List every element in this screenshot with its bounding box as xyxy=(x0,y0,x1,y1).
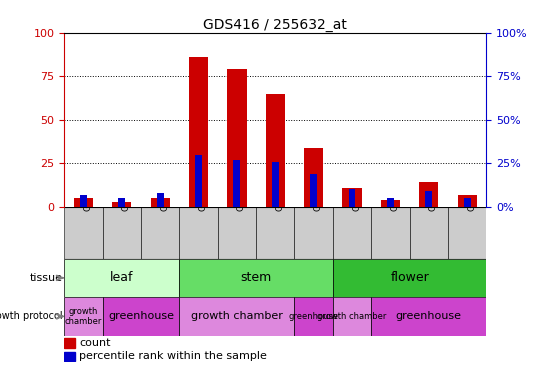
Text: growth
chamber: growth chamber xyxy=(65,307,102,326)
Bar xyxy=(64,207,103,259)
Text: GSM9226: GSM9226 xyxy=(198,168,207,211)
Bar xyxy=(371,297,486,336)
Bar xyxy=(343,188,362,207)
Bar xyxy=(381,200,400,207)
Bar xyxy=(349,190,356,207)
Text: GSM9224: GSM9224 xyxy=(122,168,131,211)
Bar xyxy=(64,338,75,348)
Bar xyxy=(333,297,371,336)
Bar xyxy=(272,162,279,207)
Bar xyxy=(141,207,179,259)
Bar xyxy=(266,94,285,207)
Bar xyxy=(103,297,179,336)
Text: GSM9225: GSM9225 xyxy=(160,168,169,211)
Bar xyxy=(179,207,218,259)
Bar xyxy=(448,207,486,259)
Text: greenhouse: greenhouse xyxy=(288,312,339,321)
Bar xyxy=(195,155,202,207)
Text: GSM9227: GSM9227 xyxy=(237,168,246,211)
Bar xyxy=(179,297,295,336)
Bar xyxy=(425,191,432,207)
Bar xyxy=(103,207,141,259)
Bar xyxy=(228,70,247,207)
Bar xyxy=(112,202,131,207)
Bar xyxy=(157,193,164,207)
Text: stem: stem xyxy=(240,272,272,284)
Bar xyxy=(218,207,256,259)
Bar xyxy=(150,198,170,207)
Text: greenhouse: greenhouse xyxy=(108,311,174,321)
Bar xyxy=(256,207,295,259)
Text: growth chamber: growth chamber xyxy=(318,312,387,321)
Bar xyxy=(458,195,477,207)
Bar xyxy=(119,198,125,207)
Text: flower: flower xyxy=(390,272,429,284)
Text: percentile rank within the sample: percentile rank within the sample xyxy=(79,351,267,361)
Bar xyxy=(64,259,179,297)
Bar xyxy=(387,198,394,207)
Text: GSM9230: GSM9230 xyxy=(352,168,361,211)
Bar xyxy=(410,207,448,259)
Text: leaf: leaf xyxy=(110,272,134,284)
Bar xyxy=(74,198,93,207)
Bar xyxy=(64,297,103,336)
Text: count: count xyxy=(79,338,111,348)
Text: GSM9232: GSM9232 xyxy=(429,168,438,211)
Bar xyxy=(371,207,410,259)
Text: greenhouse: greenhouse xyxy=(396,311,462,321)
Bar xyxy=(80,195,87,207)
Bar xyxy=(464,198,471,207)
Text: tissue: tissue xyxy=(30,273,63,283)
Text: growth chamber: growth chamber xyxy=(191,311,283,321)
Text: GSM9223: GSM9223 xyxy=(83,168,92,211)
Bar xyxy=(304,148,323,207)
Bar xyxy=(419,183,438,207)
Bar xyxy=(189,57,208,207)
Bar xyxy=(333,259,486,297)
Bar xyxy=(234,160,240,207)
Bar xyxy=(179,259,333,297)
Bar xyxy=(64,352,75,361)
Text: GSM9231: GSM9231 xyxy=(390,168,400,211)
Title: GDS416 / 255632_at: GDS416 / 255632_at xyxy=(203,18,347,32)
Text: growth protocol: growth protocol xyxy=(0,311,63,321)
Text: GSM9228: GSM9228 xyxy=(275,168,285,211)
Text: GSM9229: GSM9229 xyxy=(314,168,323,211)
Bar xyxy=(310,174,317,207)
Bar xyxy=(295,297,333,336)
Text: GSM9233: GSM9233 xyxy=(467,168,476,211)
Bar xyxy=(295,207,333,259)
Bar xyxy=(333,207,371,259)
